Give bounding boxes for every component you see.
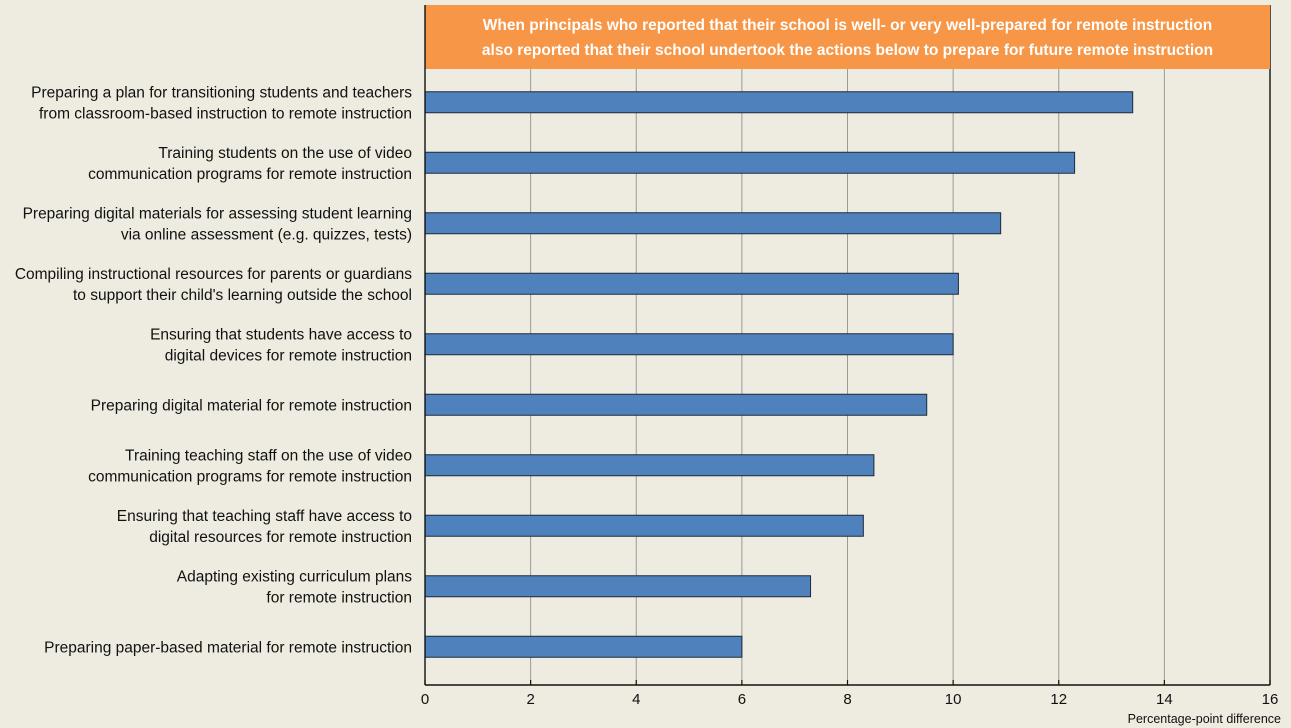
- bar: [424, 151, 1076, 174]
- x-tick-label: 6: [738, 691, 746, 708]
- bar: [424, 333, 954, 356]
- category-label: Preparing a plan for transitioning stude…: [31, 84, 412, 101]
- category-label: Ensuring that teaching staff have access…: [117, 508, 412, 525]
- x-tick-label: 12: [1050, 691, 1067, 708]
- category-label: Preparing digital materials for assessin…: [23, 205, 412, 222]
- category-label: Preparing digital material for remote in…: [91, 397, 412, 414]
- category-label: communication programs for remote instru…: [88, 166, 412, 183]
- title-banner: [425, 5, 1270, 69]
- category-label: Preparing paper-based material for remot…: [44, 639, 412, 656]
- bar: [424, 575, 812, 598]
- bar: [424, 514, 864, 537]
- category-label: digital devices for remote instruction: [165, 347, 412, 364]
- x-tick-label: 4: [632, 691, 640, 708]
- bar: [424, 272, 959, 295]
- bar: [424, 212, 1002, 235]
- category-label: Training teaching staff on the use of vi…: [125, 447, 412, 464]
- bar: [424, 454, 875, 477]
- bar: [424, 91, 1134, 114]
- category-label: from classroom-based instruction to remo…: [39, 105, 412, 122]
- x-tick-label: 16: [1262, 691, 1279, 708]
- x-tick-label: 0: [421, 691, 429, 708]
- x-tick-label: 2: [526, 691, 534, 708]
- category-label: communication programs for remote instru…: [88, 468, 412, 485]
- category-label: Compiling instructional resources for pa…: [15, 266, 412, 283]
- bars: [424, 91, 1134, 658]
- x-axis: 0 2 4 6 8 10 12 14 16: [421, 5, 1279, 708]
- category-label: Training students on the use of video: [158, 145, 412, 162]
- x-axis-label: Percentage-point difference: [1128, 712, 1281, 726]
- x-tick-label: 10: [945, 691, 962, 708]
- chart-title-line-1: When principals who reported that their …: [483, 17, 1212, 34]
- category-label: to support their child's learning outsid…: [73, 287, 412, 304]
- category-label: for remote instruction: [266, 589, 412, 606]
- bar: [424, 635, 743, 658]
- category-label: digital resources for remote instruction: [149, 529, 412, 546]
- category-label: via online assessment (e.g. quizzes, tes…: [121, 226, 412, 243]
- bar: [424, 393, 928, 416]
- x-tick-label: 8: [843, 691, 851, 708]
- category-labels: Preparing a plan for transitioning stude…: [15, 84, 412, 656]
- category-label: Ensuring that students have access to: [150, 326, 412, 343]
- chart-title-line-2: also reported that their school undertoo…: [482, 42, 1213, 59]
- x-tick-label: 14: [1156, 691, 1173, 708]
- category-label: Adapting existing curriculum plans: [177, 568, 412, 585]
